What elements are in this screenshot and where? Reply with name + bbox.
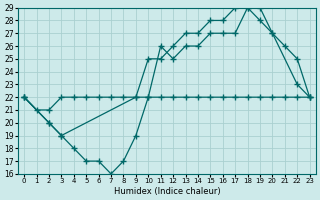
X-axis label: Humidex (Indice chaleur): Humidex (Indice chaleur) <box>114 187 220 196</box>
